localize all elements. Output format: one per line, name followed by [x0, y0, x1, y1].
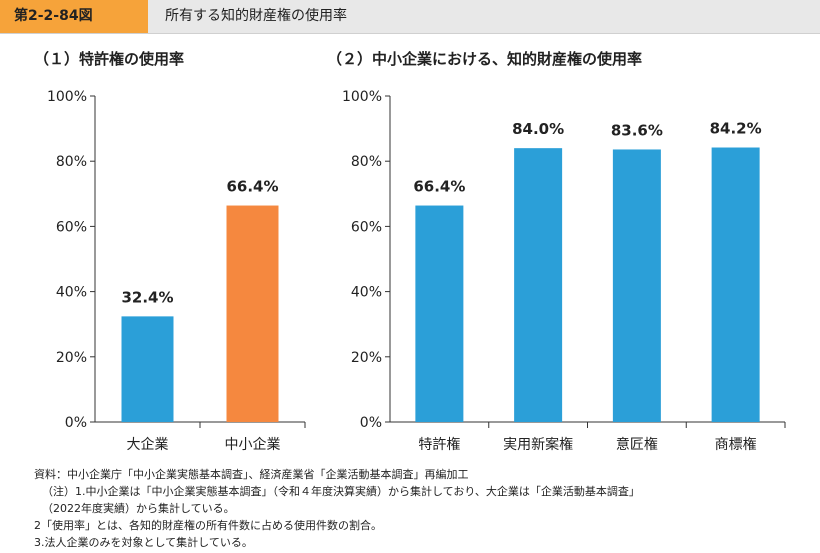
chart2-data-label: 84.2% [710, 120, 762, 138]
chart2-data-label: 66.4% [413, 178, 465, 196]
chart1-ytick-label: 40% [56, 285, 87, 301]
note-source: 資料：中小企業庁「中小企業実態基本調査」、経済産業省「企業活動基本調査」再編加工 [34, 468, 469, 481]
chart-sme-ip-usage: 0% 20% 40% 60% 80% 100% 66.4% 特許権 84.0% 実用新案権 83.6… [342, 89, 786, 453]
chart1-ytick-label: 0% [65, 415, 87, 431]
chart2-category-label: 意匠権 [616, 436, 658, 453]
chart1-category-label: 中小企業 [225, 436, 281, 453]
chart2-bar [514, 148, 563, 422]
note-3: 3.法人企業のみを対象として集計している。 [34, 536, 253, 549]
chart2-ytick-label: 20% [351, 350, 382, 366]
chart1-ytick-label: 80% [56, 154, 87, 170]
chart1-bar [121, 316, 174, 422]
chart2-bar [711, 147, 760, 422]
chart2-ytick-label: 100% [342, 89, 382, 105]
figure-header: 第2-2-84図 所有する知的財産権の使用率 [0, 0, 820, 34]
chart2-category-label: 実用新案権 [503, 436, 573, 453]
chart2-ytick-label: 0% [360, 415, 382, 431]
chart2-category-label: 商標権 [715, 436, 757, 453]
figure-title: 所有する知的財産権の使用率 [165, 8, 347, 24]
note-1: （注）1.中小企業は「中小企業実態基本調査」（令和４年度決算実績）から集計してお… [42, 485, 640, 498]
chart2-data-label: 83.6% [611, 121, 663, 139]
chart2-bar [612, 149, 661, 422]
chart1-ytick-label: 100% [47, 89, 87, 105]
chart1-ytick-label: 20% [56, 350, 87, 366]
chart1-title: （１）特許権の使用率 [34, 50, 185, 68]
chart2-title: （２）中小企業における、知的財産権の使用率 [327, 50, 643, 68]
chart2-data-label: 84.0% [512, 120, 564, 138]
chart-patent-usage: 0% 20% 40% 60% 80% 100% 32.4% 大企業 66.4% 中小企業 [47, 89, 306, 453]
note-2: 2「使用率」とは、各知的財産権の所有件数に占める使用件数の割合。 [34, 519, 382, 532]
chart1-data-label: 32.4% [121, 288, 173, 306]
notes: 資料：中小企業庁「中小企業実態基本調査」、経済産業省「企業活動基本調査」再編加工… [34, 466, 814, 551]
chart1-bar [226, 205, 279, 422]
chart1-category-label: 大企業 [127, 436, 169, 453]
chart2-category-label: 特許権 [418, 436, 460, 453]
chart2-ytick-label: 40% [351, 285, 382, 301]
figure-number: 第2-2-84図 [0, 0, 148, 33]
chart2-ytick-label: 80% [351, 154, 382, 170]
chart1-data-label: 66.4% [226, 178, 278, 196]
chart2-ytick-label: 60% [351, 219, 382, 235]
chart2-bar [415, 205, 464, 422]
chart1-ytick-label: 60% [56, 219, 87, 235]
note-1-cont: （2022年度実績）から集計している。 [42, 502, 235, 515]
